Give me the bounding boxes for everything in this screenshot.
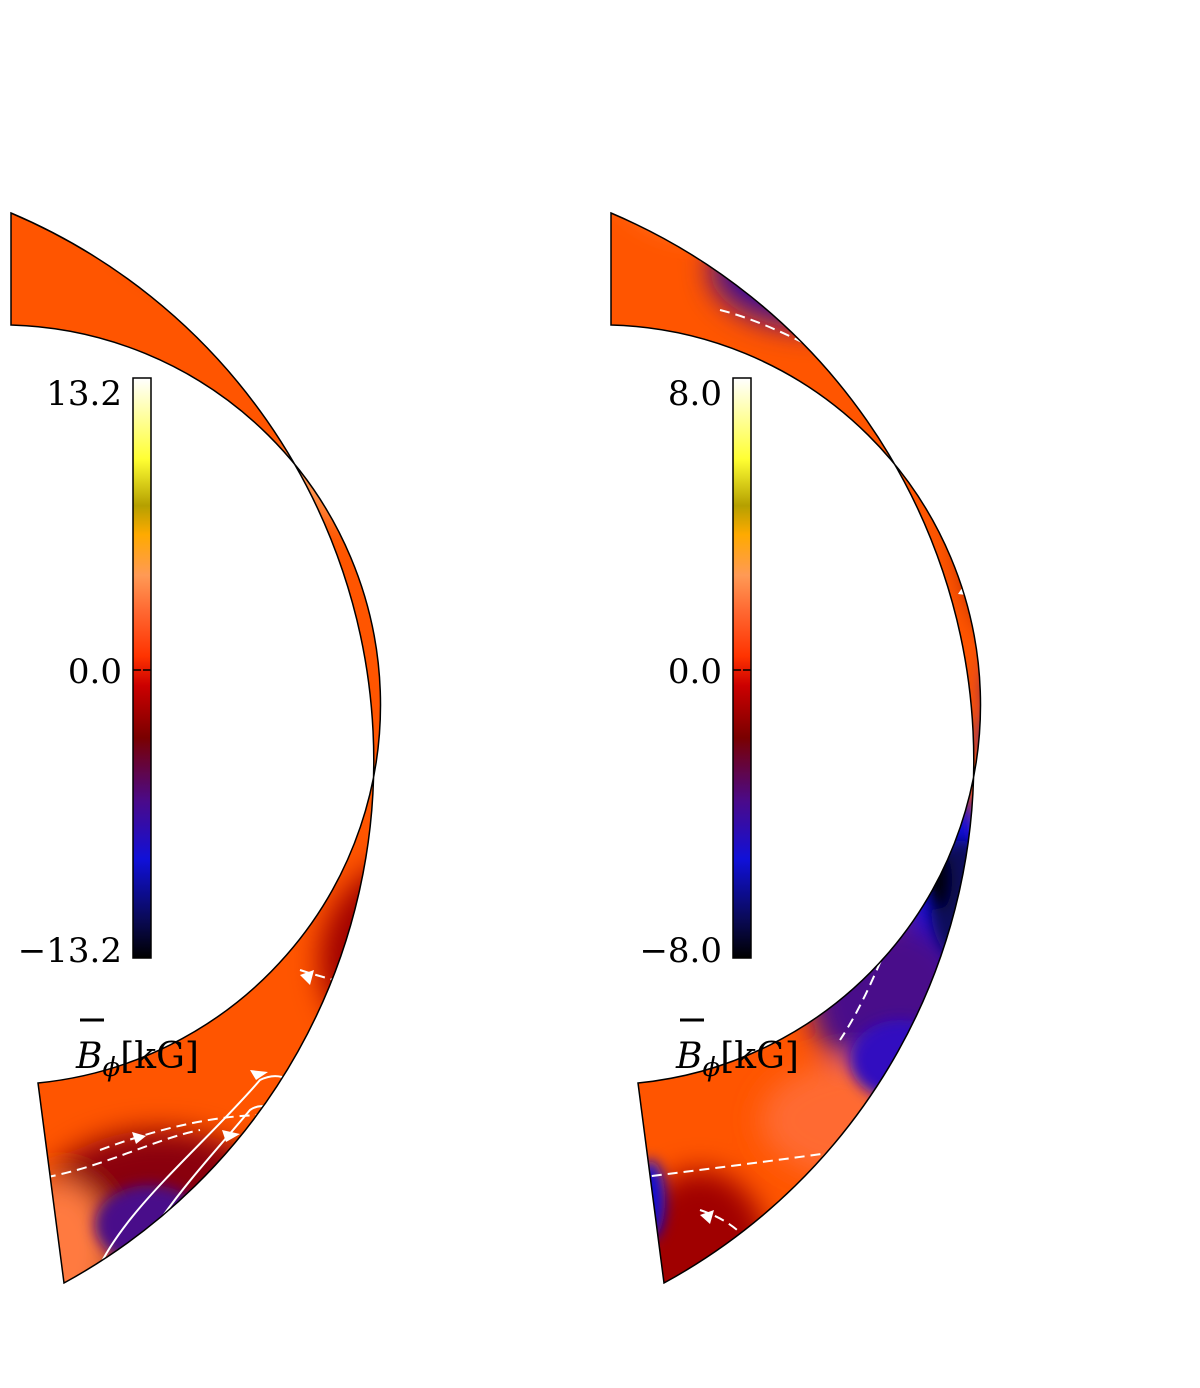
left-colorbar-gradient <box>132 377 152 959</box>
right-colorbar-unit: [kG] <box>720 1036 799 1077</box>
left-colorbar-subscript: ϕ <box>102 1053 120 1083</box>
left-colorbar-title: Bϕ[kG] <box>75 1036 199 1083</box>
right-field-map <box>611 213 981 1283</box>
left-field-map <box>11 213 381 1283</box>
right-colorbar-symbol: B <box>675 1036 702 1077</box>
right-panel: 8.0 0.0 −8.0 Bϕ[kG] <box>610 211 982 1285</box>
left-colorbar-min-label: −13.2 <box>18 931 122 971</box>
left-colorbar-mid-label: 0.0 <box>68 652 122 692</box>
right-colorbar-mid-label: 0.0 <box>668 652 722 692</box>
right-sector-outline <box>610 211 982 1285</box>
right-colorbar: 8.0 0.0 −8.0 Bϕ[kG] <box>639 374 798 1083</box>
left-colorbar-symbol: B <box>75 1036 102 1077</box>
right-colorbar-gradient <box>732 377 752 959</box>
left-sector-outline <box>10 211 382 1285</box>
right-colorbar-subscript: ϕ <box>702 1053 720 1083</box>
left-colorbar: 13.2 0.0 −13.2 Bϕ[kG] <box>18 374 199 1083</box>
left-panel: 13.2 0.0 −13.2 Bϕ[kG] <box>10 211 382 1285</box>
left-colorbar-max-label: 13.2 <box>46 374 122 414</box>
left-colorbar-unit: [kG] <box>120 1036 199 1077</box>
right-colorbar-title: Bϕ[kG] <box>675 1036 799 1083</box>
right-colorbar-min-label: −8.0 <box>639 931 722 971</box>
right-colorbar-max-label: 8.0 <box>668 374 722 414</box>
